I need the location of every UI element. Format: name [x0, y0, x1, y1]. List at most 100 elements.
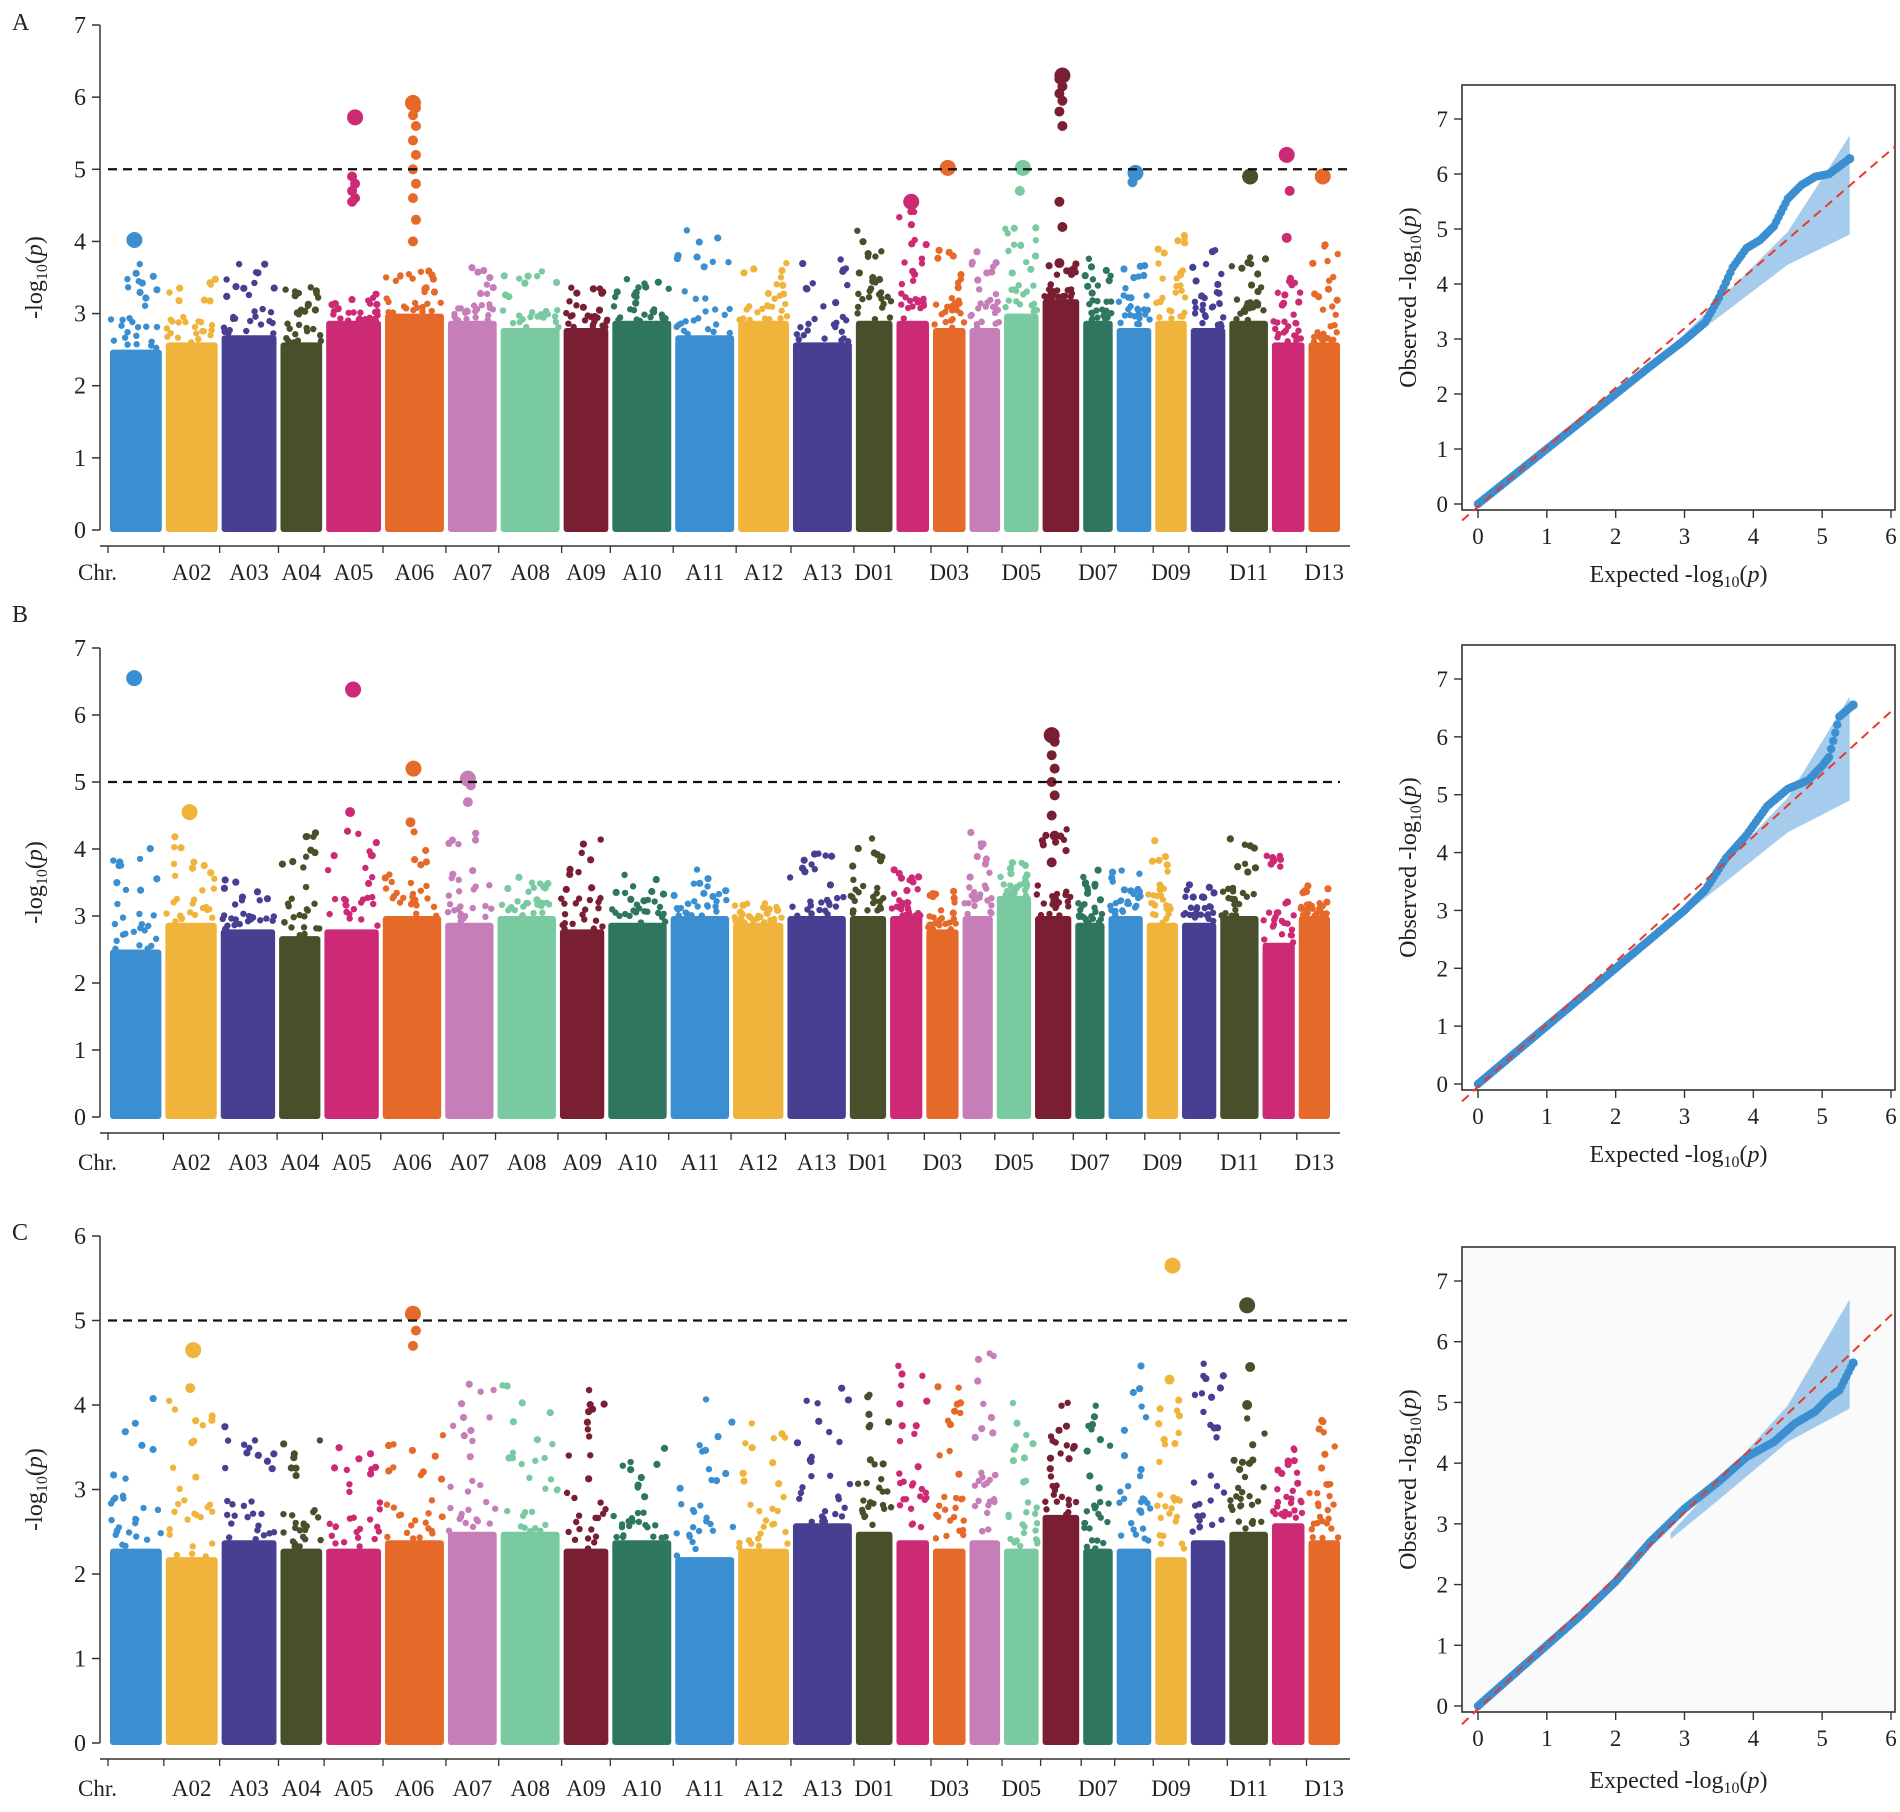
snp-point — [977, 300, 984, 307]
band-D04 — [969, 328, 1001, 532]
band-D05 — [1004, 313, 1039, 532]
snp-point — [585, 1433, 593, 1440]
snp-point — [820, 303, 827, 310]
snp-point — [1198, 1390, 1206, 1397]
snp-point — [1008, 286, 1015, 293]
snp-point — [654, 278, 662, 286]
snp-point — [964, 910, 971, 918]
snp-point — [1314, 1489, 1321, 1497]
snp-point — [1208, 248, 1217, 256]
x-tick-label: D01 — [848, 1150, 888, 1175]
snp-point — [1055, 1426, 1063, 1434]
snp-point — [257, 321, 265, 328]
snp-point — [623, 276, 631, 283]
snp-point — [1175, 1412, 1183, 1420]
snp-point — [1160, 1436, 1168, 1444]
snp-point — [849, 909, 857, 917]
snp-point — [257, 917, 264, 924]
snp-point — [931, 321, 938, 328]
snp-point — [1155, 856, 1163, 864]
snp-point — [1245, 1459, 1254, 1467]
snp-point — [425, 1510, 432, 1517]
snp-point — [1135, 320, 1143, 328]
snp-point — [368, 852, 376, 860]
snp-point — [692, 1545, 699, 1553]
snp-point — [906, 297, 914, 304]
snp-point — [1156, 1532, 1163, 1539]
snp-point — [437, 299, 444, 306]
snp-point — [411, 856, 419, 864]
snp-point — [371, 1463, 380, 1471]
snp-point — [361, 316, 369, 323]
snp-point — [254, 269, 262, 277]
snp-point — [1218, 270, 1225, 278]
snp-point — [365, 879, 373, 888]
peak-point — [1239, 1297, 1256, 1314]
snp-point — [1031, 252, 1040, 260]
peak-D11 — [1239, 1297, 1256, 1410]
snp-point — [896, 1400, 904, 1408]
snp-point — [263, 915, 270, 922]
snp-point — [292, 1471, 300, 1480]
snp-point — [1196, 1523, 1204, 1530]
snp-point — [1229, 887, 1237, 894]
snp-point — [1136, 1385, 1144, 1393]
snp-point — [447, 1504, 454, 1512]
x-tick-label: A12 — [744, 560, 784, 585]
snp-point — [1173, 1407, 1181, 1414]
snp-point — [1009, 1399, 1017, 1407]
snp-point — [1180, 231, 1189, 240]
snp-point — [1005, 297, 1013, 304]
snp-point — [563, 309, 570, 317]
snp-point — [1141, 1496, 1148, 1503]
snp-point — [350, 309, 357, 316]
snp-point — [1105, 277, 1113, 285]
snp-point — [826, 1472, 834, 1479]
snp-point — [878, 295, 885, 302]
snp-point — [896, 213, 903, 221]
snp-point — [477, 1388, 484, 1395]
snp-point — [1011, 1539, 1018, 1546]
snp-point — [784, 1540, 791, 1547]
snp-point — [1275, 330, 1282, 338]
snp-point — [597, 1499, 604, 1506]
snp-point — [742, 1440, 749, 1447]
snp-point — [312, 287, 320, 295]
snp-point — [1254, 287, 1262, 296]
snp-point — [619, 1462, 627, 1469]
y-tick-label: 7 — [74, 13, 86, 39]
snp-point — [846, 1480, 854, 1488]
snp-point — [797, 324, 804, 331]
snp-point — [1023, 1431, 1030, 1439]
snp-point — [1146, 316, 1153, 323]
snp-point — [462, 1519, 469, 1527]
peak-point — [459, 770, 476, 787]
snp-point — [478, 301, 486, 309]
snp-point — [808, 910, 815, 918]
snp-point — [199, 1422, 206, 1429]
x-tick-label: 6 — [1885, 1104, 1897, 1129]
snp-point — [991, 1471, 999, 1479]
snp-point — [971, 902, 978, 910]
chromosome-A06 — [383, 1432, 447, 1745]
snp-point — [366, 1470, 375, 1478]
band-A10 — [612, 320, 672, 532]
snp-point — [374, 922, 381, 929]
snp-point — [951, 1407, 959, 1415]
snp-point — [1153, 892, 1161, 900]
snp-point — [837, 256, 844, 263]
snp-point — [369, 893, 376, 901]
snp-point — [830, 321, 838, 328]
snp-point — [1178, 1540, 1186, 1547]
band-D04 — [969, 1540, 1001, 1745]
snp-point — [1208, 304, 1216, 311]
snp-point — [864, 1393, 872, 1401]
snp-point — [1010, 224, 1018, 232]
snp-point — [753, 915, 761, 922]
snp-point — [984, 897, 991, 904]
snp-point — [632, 299, 640, 307]
peak-point — [185, 1383, 196, 1394]
snp-point — [1248, 1501, 1256, 1508]
snp-point — [917, 1523, 925, 1531]
snp-point — [1228, 912, 1235, 919]
